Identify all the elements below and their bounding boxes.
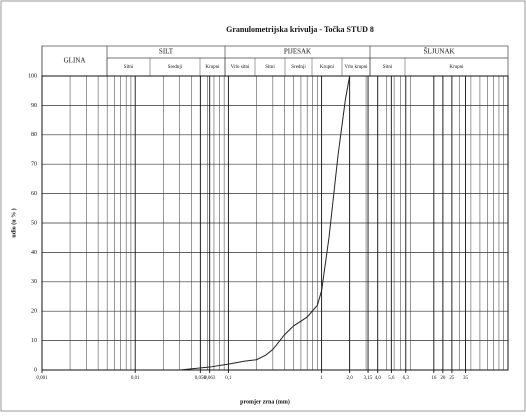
y-tick-label: 60 <box>31 191 37 197</box>
y-tick-label: 50 <box>31 220 37 226</box>
x-tick-label: 2,0 <box>347 376 354 381</box>
x-tick-label: 5,6 <box>388 376 395 381</box>
x-tick-label: 0,063 <box>204 376 216 381</box>
header-group: ŠLJUNAK <box>423 48 454 56</box>
y-tick-label: 90 <box>31 103 37 109</box>
x-tick-label: 35 <box>463 376 469 381</box>
x-tick-label: 1 <box>320 376 323 381</box>
x-axis-label: promjer zrna (mm) <box>240 398 290 405</box>
x-tick-label: 4,0 <box>375 376 382 381</box>
header-subgroup: Vrlo krupni <box>344 65 368 70</box>
header-subgroup: Srednji <box>291 65 306 70</box>
y-tick-label: 10 <box>31 338 37 344</box>
chart-title: Granulometrijska krivulja - Točka STUD 8 <box>226 25 374 34</box>
x-tick-label: 0,050 <box>195 376 207 381</box>
header-group: GLINA <box>64 57 86 65</box>
y-tick-label: 100 <box>28 73 37 79</box>
header-subgroup: Krupni <box>449 65 464 70</box>
header-subgroup: Sitni <box>265 65 275 70</box>
header-subgroup: Sitni <box>124 65 134 70</box>
header-group: PIJESAK <box>284 48 311 56</box>
x-tick-label: 0,01 <box>131 376 140 381</box>
header-group: SILT <box>159 48 174 56</box>
y-tick-label: 20 <box>31 309 37 315</box>
x-tick-label: 16 <box>431 376 437 381</box>
header-subgroup: Krupni <box>205 65 220 70</box>
header-subgroup: Vrlo sitni <box>231 65 250 70</box>
x-tick-label: 0,001 <box>36 376 48 381</box>
y-tick-label: 30 <box>31 279 37 285</box>
x-tick-label: 6,3 <box>403 376 410 381</box>
y-axis-label: udio (u % ) <box>10 208 17 237</box>
grain-curve <box>179 75 351 371</box>
y-tick-label: 70 <box>31 162 37 168</box>
x-tick-label: 25 <box>449 376 455 381</box>
header-subgroup: Srednji <box>168 65 183 70</box>
x-tick-label: 0,1 <box>225 376 232 381</box>
header-subgroup: Sitni <box>383 65 393 70</box>
y-tick-label: 80 <box>31 132 37 138</box>
y-tick-label: 0 <box>34 367 37 373</box>
header-subgroup: Krupni <box>320 65 335 70</box>
x-tick-label: 3,15 <box>364 376 373 381</box>
y-tick-label: 40 <box>31 250 37 256</box>
plot-border <box>41 75 509 371</box>
x-tick-label: 20 <box>440 376 446 381</box>
